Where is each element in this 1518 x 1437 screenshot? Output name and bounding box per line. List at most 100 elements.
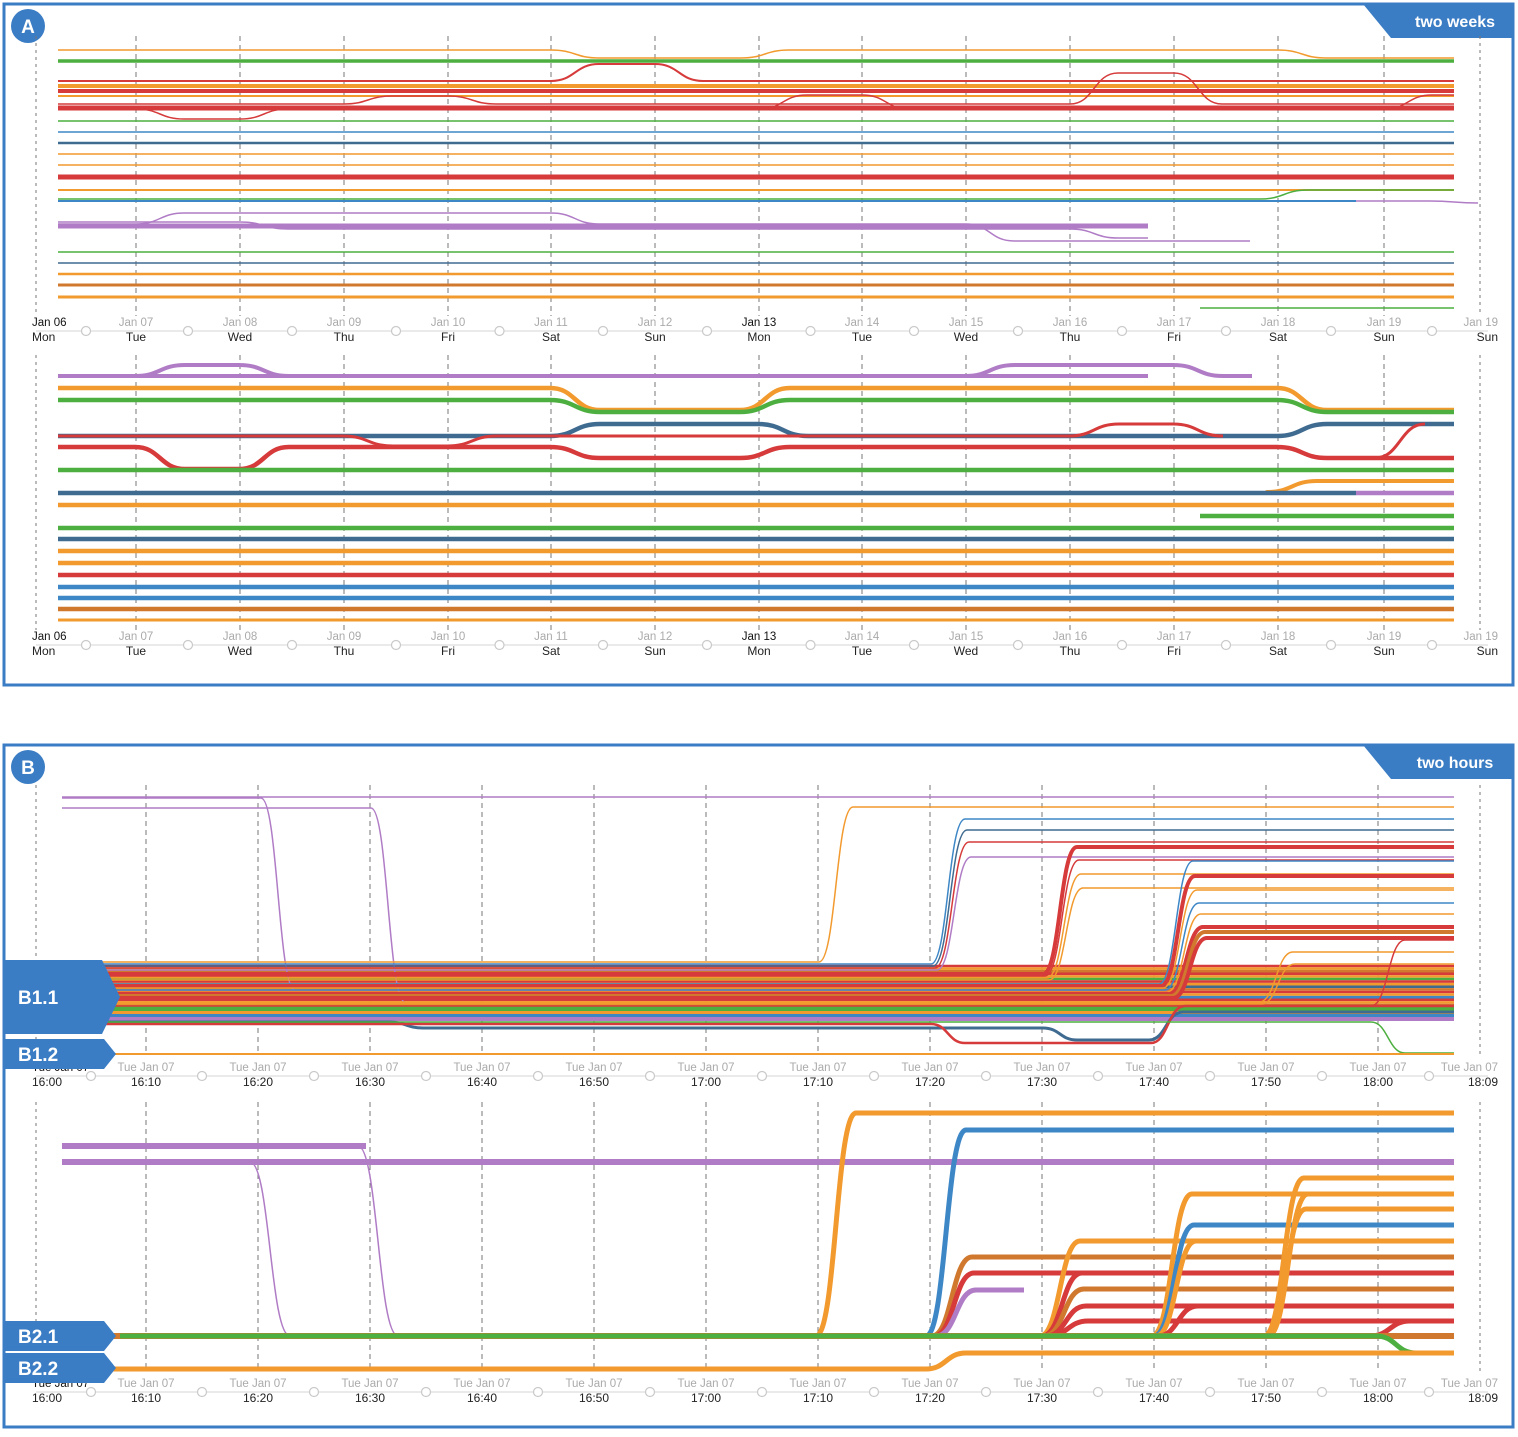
tick-label-top: Tue Jan 07 — [1013, 1062, 1070, 1074]
tick-label-bottom: Sun — [1373, 644, 1394, 658]
axis-marker — [308, 1070, 320, 1082]
series-line — [58, 422, 1224, 448]
tick-label-top: Tue Jan 07 — [789, 1062, 846, 1074]
tick-label-top: Jan 17 — [1157, 317, 1192, 329]
series-line — [62, 925, 1454, 996]
tick-label-bottom: 16:00 — [32, 1075, 62, 1089]
tick-label-bottom: 18:09 — [1468, 1075, 1498, 1089]
series-line — [58, 385, 1454, 413]
axis-marker — [1325, 639, 1337, 651]
axis-marker — [756, 1386, 768, 1398]
tick-label-top: Tue Jan 07 — [1441, 1062, 1498, 1074]
axis-marker — [1204, 1070, 1216, 1082]
series-line — [58, 94, 1454, 120]
axis-marker — [597, 639, 609, 651]
tick-label-bottom: Tue — [126, 644, 147, 658]
tick-label-top: Jan 11 — [534, 631, 568, 643]
tick-label-top: Tue Jan 07 — [565, 1062, 622, 1074]
tick-label-bottom: 16:40 — [467, 1391, 497, 1405]
axis-marker — [532, 1386, 544, 1398]
tick-label-top: Tue Jan 07 — [901, 1378, 958, 1390]
series-line — [62, 856, 1454, 971]
tick-label-bottom: Thu — [1060, 644, 1081, 658]
axis-marker — [980, 1386, 992, 1398]
axis-marker — [597, 325, 609, 337]
axis-marker — [182, 639, 194, 651]
group-label-tag — [4, 1353, 116, 1383]
tick-label-bottom: 17:00 — [691, 1075, 721, 1089]
axis-marker — [308, 1386, 320, 1398]
panel-tag-label: two weeks — [1415, 14, 1495, 31]
tick-label-top: Jan 19 — [1367, 631, 1402, 643]
axis-marker — [1316, 1070, 1328, 1082]
tick-label-bottom: 16:50 — [579, 1075, 609, 1089]
series-line — [62, 859, 1454, 977]
tick-label-bottom: 17:30 — [1027, 1391, 1057, 1405]
tick-label-bottom: Fri — [441, 644, 455, 658]
tick-label-bottom: 18:09 — [1468, 1391, 1498, 1405]
tick-label-bottom: Thu — [334, 644, 355, 658]
series-line — [58, 421, 1454, 439]
series-line — [58, 212, 1250, 242]
panel-tag — [1363, 4, 1513, 38]
tick-label-bottom: 17:10 — [803, 1075, 833, 1089]
group-label-tag — [4, 960, 120, 1034]
series-line — [62, 1004, 1454, 1045]
axis-marker — [644, 1070, 656, 1082]
tick-label-bottom: 17:40 — [1139, 1075, 1169, 1089]
tick-label-bottom: Thu — [1060, 330, 1081, 344]
tick-label-bottom: 16:50 — [579, 1391, 609, 1405]
axis-marker — [1220, 325, 1232, 337]
axis-marker — [756, 1070, 768, 1082]
tick-label-top: Jan 19 — [1463, 631, 1498, 643]
tick-label-bottom: 17:50 — [1251, 1391, 1281, 1405]
axis-marker — [1092, 1386, 1104, 1398]
series-line — [62, 889, 1454, 989]
series-line — [62, 887, 1454, 981]
tick-label-top: Jan 16 — [1053, 631, 1088, 643]
series-line — [62, 902, 1454, 991]
tick-label-top: Jan 16 — [1053, 317, 1088, 329]
tick-label-bottom: Mon — [747, 330, 770, 344]
tick-label-top: Jan 07 — [119, 317, 154, 329]
tick-label-top: Jan 09 — [327, 317, 362, 329]
tick-label-bottom: 16:30 — [355, 1075, 385, 1089]
tick-label-top: Jan 19 — [1463, 317, 1498, 329]
axis-marker — [80, 325, 92, 337]
axis-marker — [1426, 325, 1438, 337]
series-line — [62, 936, 1454, 1000]
tick-label-top: Jan 06 — [32, 317, 67, 329]
tick-label-bottom: Fri — [1167, 644, 1181, 658]
tick-label-top: Jan 07 — [119, 631, 154, 643]
axis-marker — [868, 1386, 880, 1398]
tick-label-bottom: Sun — [1477, 644, 1498, 658]
tick-label-bottom: Sun — [644, 330, 665, 344]
panel-tag — [1363, 745, 1513, 779]
series-line — [58, 189, 1454, 200]
axis-marker — [1204, 1386, 1216, 1398]
tick-label-bottom: 16:10 — [131, 1391, 161, 1405]
series-line — [58, 72, 1454, 105]
tick-label-bottom: 17:50 — [1251, 1075, 1281, 1089]
tick-label-bottom: Mon — [747, 644, 770, 658]
axis-marker — [85, 1386, 97, 1398]
tick-label-top: Jan 15 — [949, 317, 984, 329]
axis-marker — [1012, 639, 1024, 651]
tick-label-bottom: Mon — [32, 330, 55, 344]
tick-label-top: Tue Jan 07 — [341, 1062, 398, 1074]
tick-label-top: Tue Jan 07 — [1237, 1378, 1294, 1390]
axis-marker — [868, 1070, 880, 1082]
group-label: B2.1 — [18, 1327, 59, 1348]
tick-label-bottom: Thu — [334, 330, 355, 344]
series-line — [62, 1350, 1454, 1372]
tick-label-top: Jan 13 — [742, 631, 777, 643]
axis-marker — [196, 1070, 208, 1082]
panel-badge — [11, 9, 45, 43]
axis-marker — [390, 639, 402, 651]
series-line — [58, 444, 1454, 472]
tick-label-top: Tue Jan 07 — [677, 1062, 734, 1074]
